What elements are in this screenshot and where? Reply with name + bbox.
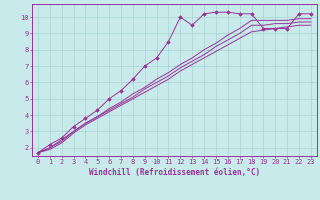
X-axis label: Windchill (Refroidissement éolien,°C): Windchill (Refroidissement éolien,°C) (89, 168, 260, 177)
